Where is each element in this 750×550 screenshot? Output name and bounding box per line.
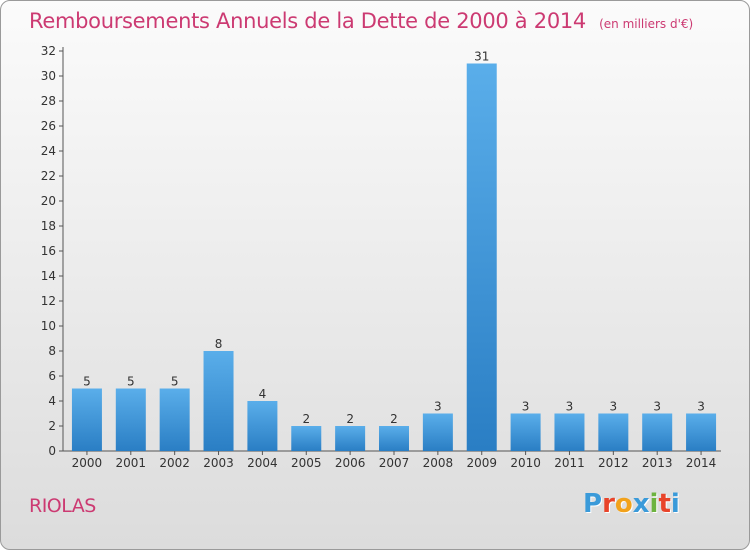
y-tick-label: 10 xyxy=(41,319,56,333)
chart-title: Remboursements Annuels de la Dette de 20… xyxy=(29,9,586,33)
data-label: 4 xyxy=(259,387,267,401)
x-tick-label: 2003 xyxy=(203,456,234,470)
y-tick-label: 12 xyxy=(41,294,56,308)
bar xyxy=(642,413,673,451)
data-label: 3 xyxy=(566,400,574,414)
bar xyxy=(466,63,497,451)
x-tick-label: 2006 xyxy=(335,456,366,470)
bar xyxy=(203,351,234,451)
bar xyxy=(686,413,717,451)
place-name: RIOLAS xyxy=(29,495,96,517)
chart-subtitle: (en milliers d'€) xyxy=(599,17,694,31)
data-label: 2 xyxy=(346,412,354,426)
bar xyxy=(510,413,541,451)
logo-letter: r xyxy=(602,489,615,519)
y-tick-label: 30 xyxy=(41,69,56,83)
data-label: 31 xyxy=(474,50,489,64)
x-tick-label: 2013 xyxy=(642,456,673,470)
data-label: 5 xyxy=(127,375,135,389)
y-tick-label: 0 xyxy=(48,444,56,458)
logo-letter: x xyxy=(632,489,650,519)
y-tick-label: 20 xyxy=(41,194,56,208)
logo-letter: i xyxy=(649,489,659,519)
proxiti-logo: Proxiti xyxy=(583,489,680,519)
bar xyxy=(422,413,453,451)
title-row: Remboursements Annuels de la Dette de 20… xyxy=(29,9,693,33)
x-tick-label: 2014 xyxy=(686,456,717,470)
y-tick-label: 32 xyxy=(41,44,56,58)
x-tick-label: 2011 xyxy=(554,456,585,470)
y-tick-label: 18 xyxy=(41,219,56,233)
data-label: 3 xyxy=(434,400,442,414)
data-label: 3 xyxy=(653,400,661,414)
data-label: 3 xyxy=(522,400,530,414)
bar xyxy=(115,388,146,451)
data-label: 5 xyxy=(171,375,179,389)
data-label: 3 xyxy=(610,400,618,414)
x-tick-label: 2012 xyxy=(598,456,629,470)
x-tick-label: 2002 xyxy=(159,456,190,470)
y-tick-label: 2 xyxy=(48,419,56,433)
y-tick-label: 28 xyxy=(41,94,56,108)
x-tick-label: 2000 xyxy=(72,456,103,470)
y-tick-label: 24 xyxy=(41,144,56,158)
x-tick-label: 2005 xyxy=(291,456,322,470)
x-axis: 2000 2001 2002 2003 2004 2005 2006 2007 2008 2009… xyxy=(63,450,721,470)
x-tick-label: 2009 xyxy=(466,456,497,470)
data-label: 3 xyxy=(697,400,705,414)
logo-letter: i xyxy=(670,489,680,519)
logo-letter: P xyxy=(583,489,603,519)
x-tick-label: 2007 xyxy=(379,456,410,470)
data-label: 2 xyxy=(302,412,310,426)
bar xyxy=(291,426,322,451)
y-tick-label: 26 xyxy=(41,119,56,133)
x-tick-label: 2008 xyxy=(423,456,454,470)
bar xyxy=(71,388,102,451)
bar xyxy=(247,401,278,451)
logo-letter: o xyxy=(614,489,633,519)
bar xyxy=(379,426,409,451)
x-tick-label: 2001 xyxy=(116,456,147,470)
logo-letter: t xyxy=(658,489,671,519)
data-label: 8 xyxy=(215,337,223,351)
bar xyxy=(598,413,629,451)
y-tick-label: 8 xyxy=(48,344,56,358)
bar xyxy=(335,426,366,451)
y-tick-label: 14 xyxy=(41,269,56,283)
bar xyxy=(554,413,585,451)
y-tick-label: 16 xyxy=(41,244,56,258)
bar xyxy=(159,388,190,451)
y-tick-label: 6 xyxy=(48,369,56,383)
x-tick-label: 2004 xyxy=(247,456,278,470)
y-tick-label: 22 xyxy=(41,169,56,183)
bars: 5 5 5 8 4 2 2 2 3 31 3 3 3 3 3 xyxy=(71,50,717,451)
data-label: 5 xyxy=(83,375,91,389)
y-tick-label: 4 xyxy=(48,394,56,408)
data-label: 2 xyxy=(390,412,398,426)
x-tick-label: 2010 xyxy=(510,456,541,470)
